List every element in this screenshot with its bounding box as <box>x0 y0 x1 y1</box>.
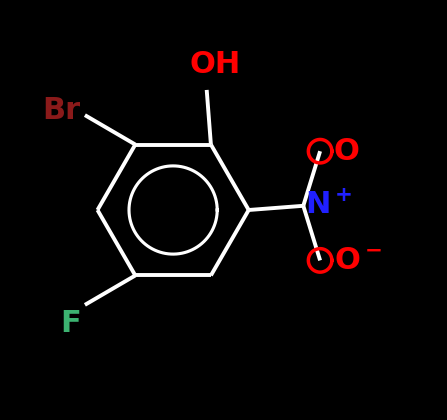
Text: OH: OH <box>190 50 241 79</box>
Text: N$\mathregular{^+}$: N$\mathregular{^+}$ <box>305 191 353 220</box>
Text: Br: Br <box>42 97 81 126</box>
Text: O$\mathregular{^-}$: O$\mathregular{^-}$ <box>334 246 382 275</box>
Text: F: F <box>60 309 81 338</box>
Text: O: O <box>334 136 360 166</box>
